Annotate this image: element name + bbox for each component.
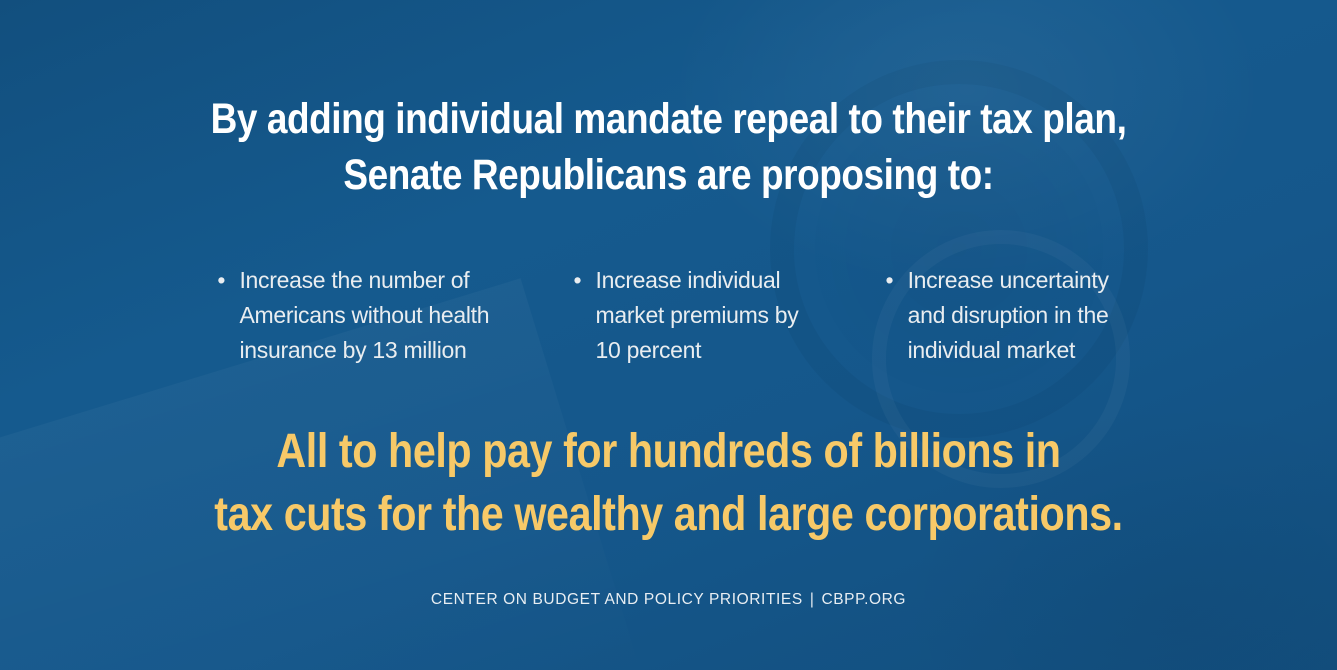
footer-attribution: CENTER ON BUDGET AND POLICY PRIORITIES | C… [0,590,1337,609]
bullet-text: Increase the number of Americans without… [239,263,491,368]
bullet-item-premiums: • Increase individual market premiums by… [573,263,803,368]
bullet-line: Americans without health [239,302,490,328]
bullet-line: 10 percent [595,337,702,363]
bullet-item-uninsured: • Increase the number of Americans witho… [217,263,491,368]
org-website: CBPP.ORG [821,591,907,608]
bullet-item-uncertainty: • Increase uncertainty and disruption in… [886,263,1120,368]
org-name: CENTER ON BUDGET AND POLICY PRIORITIES [430,591,803,608]
bullet-dot-icon: • [885,267,894,293]
bullet-text: Increase uncertainty and disruption in t… [908,263,1120,368]
bullet-line: Increase individual [595,267,781,293]
bullet-list: • Increase the number of Americans witho… [0,263,1337,368]
bullet-line: Increase the number of [239,267,470,293]
bullet-line: individual market [907,337,1076,363]
bullet-text: Increase individual market premiums by 1… [596,263,804,368]
bullet-line: insurance by 13 million [239,337,467,363]
footer-separator: | [809,591,815,608]
bullet-line: and disruption in the [907,302,1109,328]
headline-line-2: Senate Republicans are proposing to: [343,151,994,199]
headline-line-1: By adding individual mandate repeal to t… [210,95,1127,143]
bullet-line: market premiums by [595,302,799,328]
emphasis-line-2: tax cuts for the wealthy and large corpo… [214,488,1123,541]
bullet-dot-icon: • [217,267,226,293]
emphasis-line-1: All to help pay for hundreds of billions… [276,425,1061,478]
headline: By adding individual mandate repeal to t… [94,91,1244,203]
emphasis-statement: All to help pay for hundreds of billions… [94,420,1244,546]
bullet-dot-icon: • [573,267,582,293]
bullet-line: Increase uncertainty [907,267,1109,293]
